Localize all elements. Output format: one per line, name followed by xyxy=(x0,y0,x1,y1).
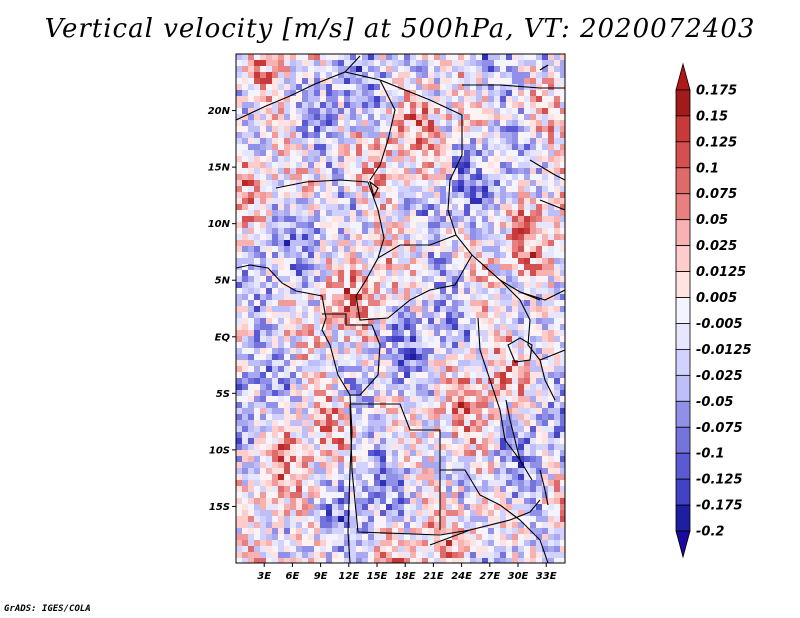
lon-tick-label: 27E xyxy=(479,571,500,582)
colorbar-band xyxy=(675,504,691,532)
colorbar-band xyxy=(675,323,691,350)
colorbar-label: 0.075 xyxy=(696,187,737,202)
colorbar-band xyxy=(675,89,691,117)
lon-tick-label: 30E xyxy=(508,571,529,582)
colorbar-band xyxy=(675,374,691,402)
colorbar-bottom-triangle xyxy=(675,530,691,559)
border-ethiopia xyxy=(462,84,565,181)
border-east xyxy=(519,289,565,361)
border-sahel xyxy=(236,71,396,181)
lat-tick-label: 5N xyxy=(215,276,231,287)
colorbar-band xyxy=(675,219,691,247)
lon-tick-label: 21E xyxy=(423,571,444,582)
border-south-east xyxy=(429,504,549,563)
lon-tick-label: 33E xyxy=(536,571,557,582)
colorbar-label: 0.025 xyxy=(696,239,737,254)
longitude-axis: 3E 6E 9E 12E 15E 18E 21E 24E 27E 30E 33E xyxy=(257,563,557,582)
border-drc-south xyxy=(350,403,501,506)
lake-tanganyika xyxy=(505,399,521,461)
lat-tick-label: 20N xyxy=(208,106,231,117)
colorbar-band xyxy=(675,193,691,221)
border-gabon xyxy=(322,313,381,396)
lake-victoria xyxy=(507,337,533,363)
colorbar-label: 0.1 xyxy=(696,161,719,176)
colorbar-band xyxy=(675,426,691,454)
border-congo xyxy=(355,254,473,321)
map-frame xyxy=(235,53,566,564)
lon-tick-label: 9E xyxy=(314,571,328,582)
lon-tick-label: 12E xyxy=(338,571,359,582)
colorbar-label: -0.1 xyxy=(696,447,724,462)
lake-chad xyxy=(369,180,379,198)
colorbar-band xyxy=(675,452,691,480)
colorbar-label: 0.175 xyxy=(696,83,737,98)
colorbar-label: -0.025 xyxy=(696,369,743,384)
colorbar-label: -0.005 xyxy=(696,317,743,332)
lon-tick-label: 6E xyxy=(286,571,300,582)
border-uganda-kenya xyxy=(499,279,556,401)
colorbar: 0.175 0.15 0.125 0.1 0.075 0.05 0.025 0.0125 0.0… xyxy=(675,62,752,559)
border-libya xyxy=(344,55,463,155)
colorbar-band xyxy=(675,115,691,143)
colorbar-label: 0.0125 xyxy=(696,265,746,280)
border-angola xyxy=(349,403,471,536)
map-title: Vertical velocity [m/s] at 500hPa, VT: 2… xyxy=(44,14,756,44)
colorbar-label: 0.05 xyxy=(696,213,728,228)
border-nigeria-north xyxy=(275,179,369,189)
lat-tick-label: 10S xyxy=(209,445,230,456)
colorbar-label: 0.125 xyxy=(696,135,737,150)
colorbar-label: -0.2 xyxy=(696,525,724,540)
colorbar-label: 0.15 xyxy=(696,109,728,124)
country-borders xyxy=(236,55,565,563)
lat-tick-label: 15N xyxy=(208,163,231,174)
colorbar-label: -0.075 xyxy=(696,421,743,436)
lat-tick-label: EQ xyxy=(215,332,231,343)
colorbar-band xyxy=(675,478,691,506)
colorbar-band xyxy=(675,167,691,195)
lat-tick-label: 15S xyxy=(209,502,230,513)
grads-credit: GrADS: IGES/COLA xyxy=(4,604,91,614)
border-north-east xyxy=(539,64,565,211)
colorbar-label: -0.0125 xyxy=(696,343,752,358)
lon-tick-label: 24E xyxy=(451,571,472,582)
colorbar-band xyxy=(675,400,691,428)
lat-tick-label: 5S xyxy=(216,389,230,400)
colorbar-label: 0.005 xyxy=(696,291,737,306)
border-car xyxy=(377,234,457,259)
colorbar-label: -0.175 xyxy=(696,499,743,514)
colorbar-band xyxy=(675,245,691,272)
colorbar-label: -0.05 xyxy=(696,395,733,410)
lon-tick-label: 3E xyxy=(257,571,271,582)
border-chad-sudan xyxy=(447,154,541,301)
colorbar-band xyxy=(675,271,691,298)
lat-tick-label: 10N xyxy=(208,219,231,230)
lon-tick-label: 18E xyxy=(395,571,416,582)
colorbar-label: -0.125 xyxy=(696,473,743,488)
lake-malawi xyxy=(539,469,549,506)
colorbar-band xyxy=(675,141,691,169)
lon-tick-label: 15E xyxy=(367,571,388,582)
border-zambia xyxy=(439,470,541,531)
velocity-field xyxy=(236,54,565,563)
colorbar-band xyxy=(675,349,691,376)
latitude-axis: 20N 15N 10N 5N EQ 5S 10S 15S xyxy=(208,106,236,513)
colorbar-top-triangle xyxy=(675,62,691,91)
border-nigeria-east xyxy=(355,181,385,297)
colorbar-band xyxy=(675,297,691,324)
